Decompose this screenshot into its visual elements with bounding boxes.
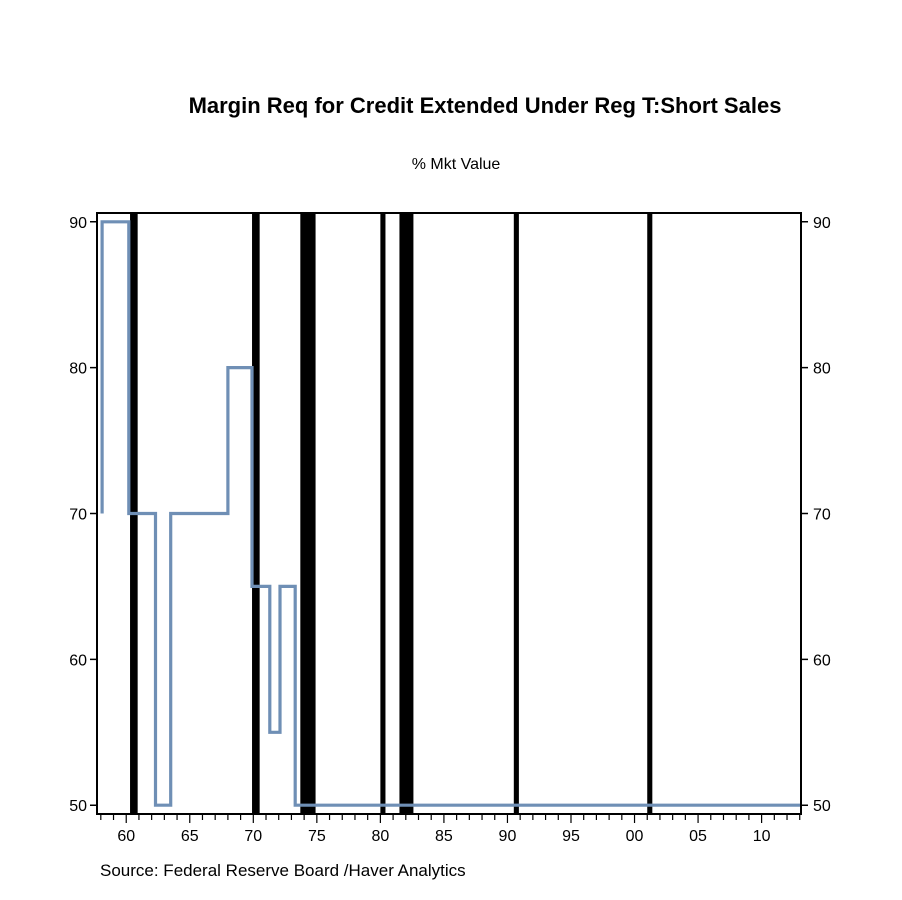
x-tick-label: 05 (689, 828, 707, 845)
y-tick-label-right: 80 (813, 361, 831, 378)
y-axis: 50 50 60 60 70 70 80 80 90 90 (69, 215, 831, 815)
y-tick-label-left: 70 (69, 507, 87, 524)
x-tick-label: 65 (181, 828, 199, 845)
y-tick-label-left: 90 (69, 215, 87, 232)
x-tick-label: 75 (308, 828, 326, 845)
x-tick-label: 10 (753, 828, 771, 845)
x-tick-label: 80 (371, 828, 389, 845)
recession-band-4 (380, 213, 386, 814)
recession-band-6 (513, 213, 519, 814)
recession-band-3 (300, 213, 316, 814)
x-tick-label: 95 (562, 828, 580, 845)
x-axis: 60 65 70 75 80 85 90 95 00 05 10 (100, 814, 801, 845)
y-tick-label-left: 50 (69, 798, 87, 815)
series-line-1 (100, 220, 801, 807)
y-tick-label-left: 60 (69, 652, 87, 669)
chart-title: Margin Req for Credit Extended Under Reg… (189, 93, 782, 118)
y-tick-label-right: 50 (813, 798, 831, 815)
series-lines (100, 220, 801, 807)
recession-band-2 (252, 213, 260, 814)
x-tick-label: 00 (626, 828, 644, 845)
y-tick-label-left: 80 (69, 361, 87, 378)
y-tick-label-right: 60 (813, 652, 831, 669)
chart-subtitle: % Mkt Value (412, 156, 501, 173)
x-tick-label: 85 (435, 828, 453, 845)
y-tick-label-right: 70 (813, 507, 831, 524)
x-tick-label: 70 (244, 828, 262, 845)
x-tick-label: 60 (117, 828, 135, 845)
recession-band-5 (399, 213, 414, 814)
x-tick-label: 90 (499, 828, 517, 845)
source-note: Source: Federal Reserve Board /Haver Ana… (100, 861, 466, 880)
y-tick-label-right: 90 (813, 215, 831, 232)
recession-band-7 (647, 213, 653, 814)
